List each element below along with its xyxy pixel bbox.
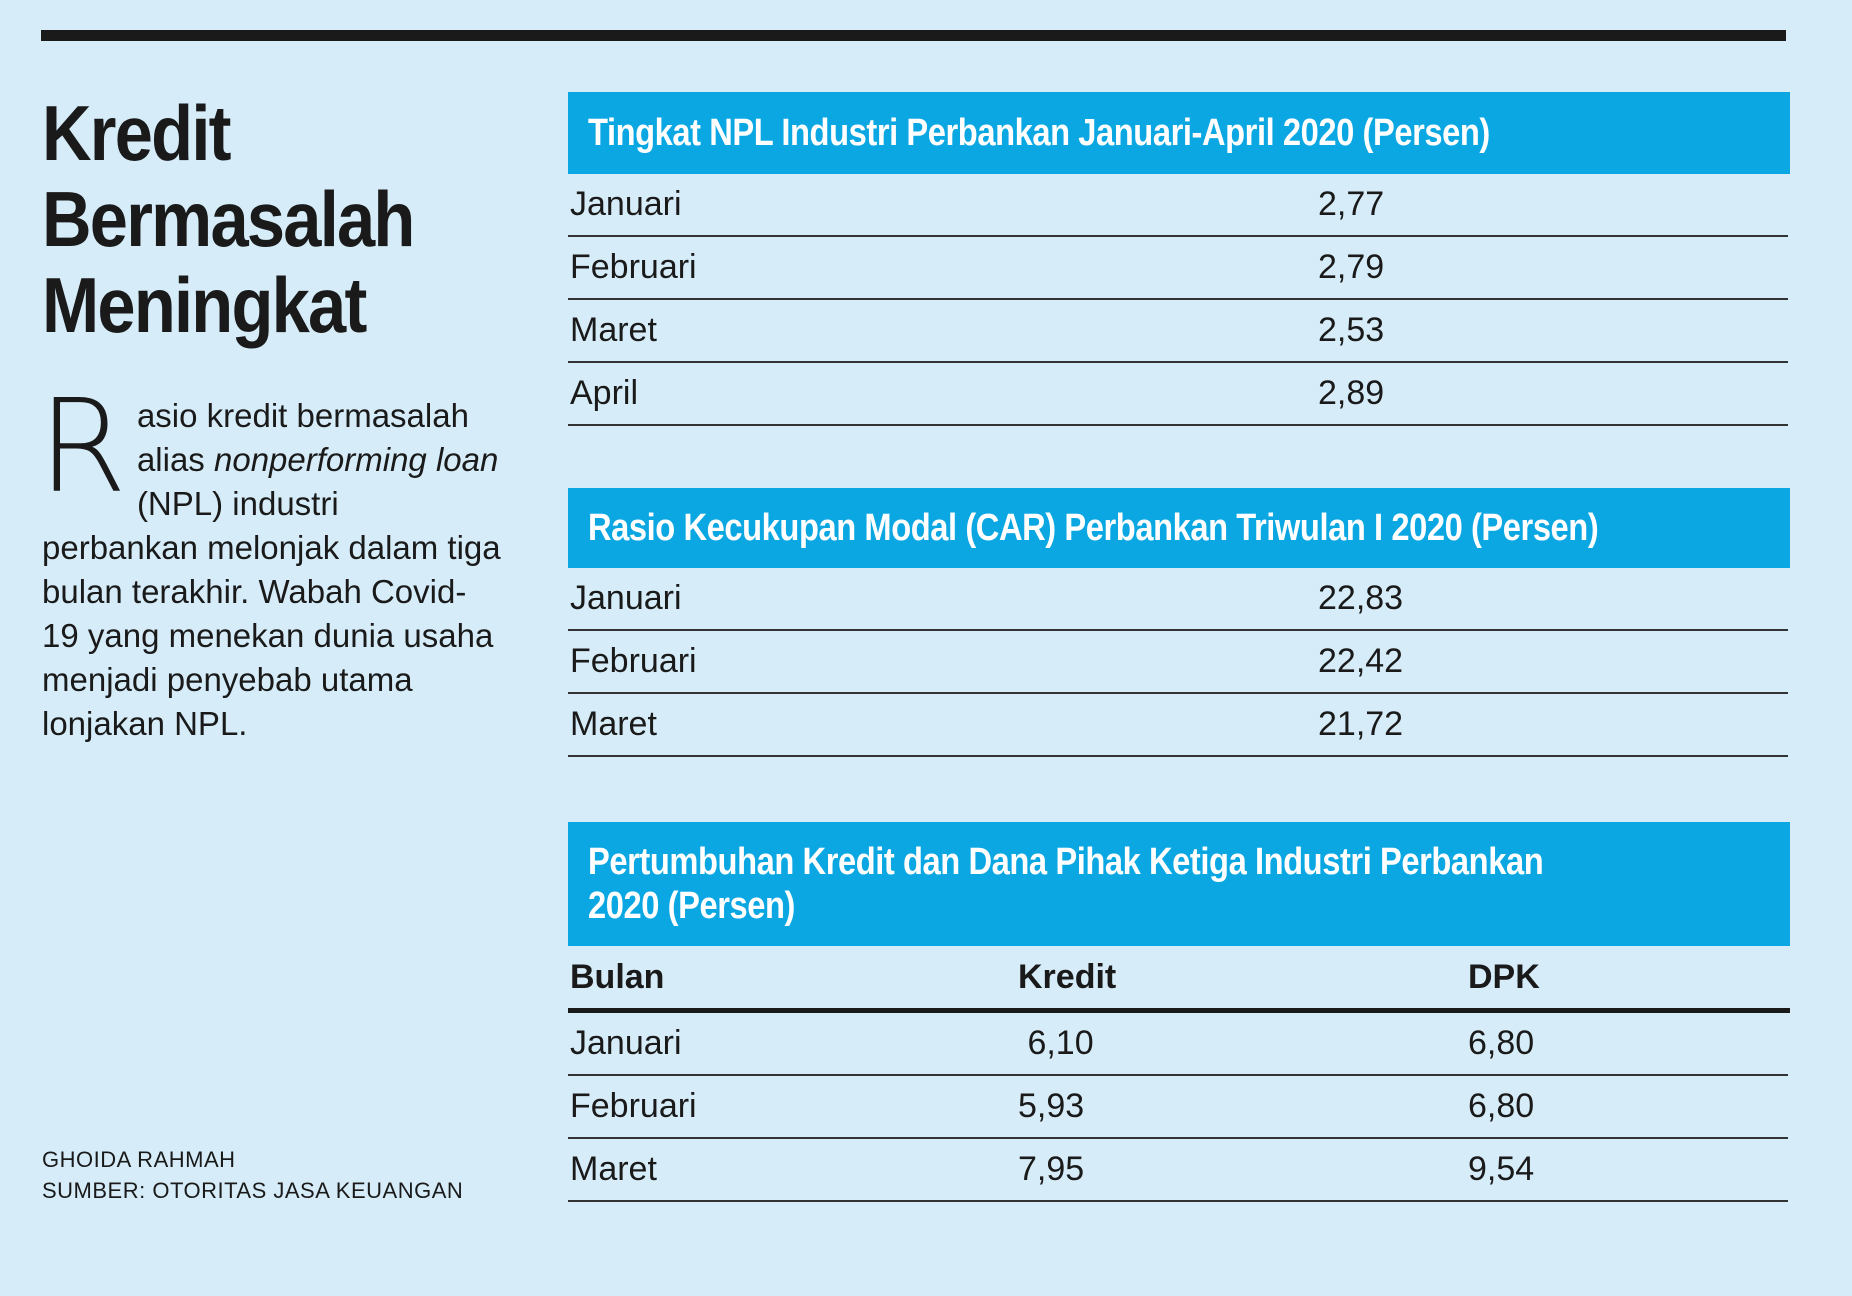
month-cell: Februari [570,642,697,680]
value-cell: 2,89 [1318,374,1385,412]
intro-text: asio kredit bermasalah alias [136,397,469,478]
top-rule [41,30,1786,41]
table-title: Tingkat NPL Industri Perbankan Januari-A… [588,112,1490,154]
month-cell: Januari [570,579,682,617]
table-row: Maret 2,53 [568,300,1788,363]
table-body: Januari 22,83 Februari 22,42 Maret 21,72 [568,568,1790,757]
dropcap: R [38,373,127,522]
table-row: Januari 22,83 [568,568,1788,631]
value-cell: 21,72 [1318,705,1404,743]
table-row: Februari 2,79 [568,237,1788,300]
npl-table: Tingkat NPL Industri Perbankan Januari-A… [568,92,1790,426]
value-cell: 6,80 [1468,1087,1535,1125]
table-title: Rasio Kecukupan Modal (CAR) Perbankan Tr… [588,507,1599,549]
table-title-banner: Tingkat NPL Industri Perbankan Januari-A… [568,92,1790,174]
month-cell: April [570,374,639,412]
table-row: April 2,89 [568,363,1788,426]
intro-text: (NPL) industri perbankan melonjak dalam … [42,485,501,742]
value-cell: 2,77 [1318,185,1385,223]
value-cell: 2,79 [1318,248,1385,286]
car-table: Rasio Kecukupan Modal (CAR) Perbankan Tr… [568,488,1790,757]
author-credit: GHOIDA RAHMAH [42,1147,236,1172]
month-cell: Maret [570,1150,657,1188]
value-cell: 22,83 [1318,579,1404,617]
column-header: Kredit [1018,957,1117,996]
month-cell: Januari [570,1024,682,1062]
credit-dpk-table: Pertumbuhan Kredit dan Dana Pihak Ketiga… [568,822,1790,1202]
headline-line: Kredit [42,89,232,177]
table-row: Februari 5,93 6,80 [568,1076,1788,1139]
credits: GHOIDA RAHMAH SUMBER: OTORITAS JASA KEUA… [42,1144,463,1206]
table-title-banner: Pertumbuhan Kredit dan Dana Pihak Ketiga… [568,822,1790,946]
table-row: Februari 22,42 [568,631,1788,694]
headline-line: Meningkat [42,261,367,349]
headline: Kredit Bermasalah Meningkat [42,90,535,348]
table-row: Maret 7,95 9,54 [568,1139,1788,1202]
column-header: Bulan [570,957,665,996]
value-cell: 7,95 [1018,1150,1085,1188]
column-header: DPK [1468,957,1540,996]
headline-line: Bermasalah [42,175,415,263]
value-cell: 6,10 [1018,1024,1094,1062]
table-title-banner: Rasio Kecukupan Modal (CAR) Perbankan Tr… [568,488,1790,568]
month-cell: Maret [570,705,657,743]
month-cell: Januari [570,185,682,223]
table-body: Januari 2,77 Februari 2,79 Maret 2,53 April 2,8… [568,174,1790,426]
month-cell: Maret [570,311,657,349]
table-body: Januari 6,10 6,80 Februari 5,93 6,80 Maret 7,9… [568,1013,1790,1202]
table-header-row: Bulan Kredit DPK [568,946,1790,1013]
table-row: Januari 2,77 [568,174,1788,237]
table-row: Maret 21,72 [568,694,1788,757]
value-cell: 2,53 [1318,311,1385,349]
month-cell: Februari [570,248,697,286]
table-title: Pertumbuhan Kredit dan Dana Pihak Ketiga… [588,841,1544,927]
source-credit: SUMBER: OTORITAS JASA KEUANGAN [42,1178,464,1203]
value-cell: 6,80 [1468,1024,1535,1062]
month-cell: Februari [570,1087,697,1125]
table-row: Januari 6,10 6,80 [568,1013,1788,1076]
intro-italic: nonperforming loan [213,441,499,478]
value-cell: 5,93 [1018,1087,1085,1125]
value-cell: 9,54 [1468,1150,1535,1188]
value-cell: 22,42 [1318,642,1404,680]
